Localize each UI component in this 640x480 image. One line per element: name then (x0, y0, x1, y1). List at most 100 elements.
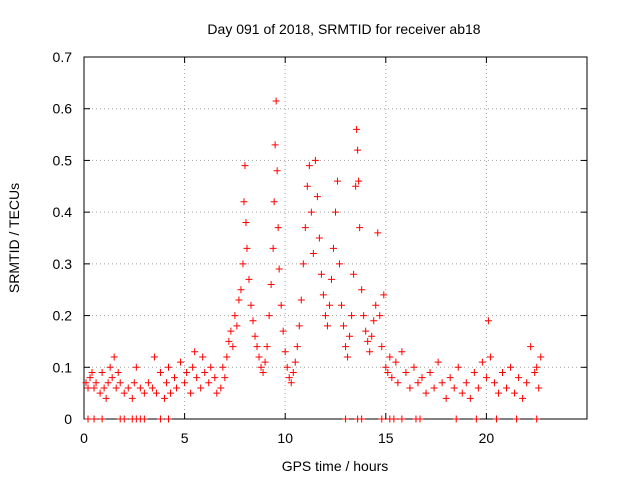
data-point (82, 379, 90, 387)
grid-lines (84, 57, 587, 419)
data-point (255, 353, 263, 361)
plot-frame (83, 56, 588, 420)
data-point (271, 141, 279, 149)
data-point (140, 415, 148, 423)
data-point (360, 312, 368, 320)
data-point (454, 363, 462, 371)
data-point (490, 379, 498, 387)
data-point (90, 415, 98, 423)
x-tick-label: 5 (181, 430, 189, 446)
data-point (478, 358, 486, 366)
data-point (274, 224, 282, 232)
data-point (507, 363, 515, 371)
data-point (470, 368, 478, 376)
x-tick-label: 20 (479, 430, 495, 446)
data-point (120, 389, 128, 397)
data-point (482, 374, 490, 382)
data-point (426, 368, 434, 376)
data-point (390, 415, 398, 423)
data-point (458, 389, 466, 397)
data-point (86, 374, 94, 382)
data-point (325, 301, 333, 309)
x-tick-label: 10 (277, 430, 293, 446)
data-point (353, 125, 361, 133)
data-point (130, 379, 138, 387)
data-point (167, 389, 175, 397)
data-point (128, 394, 136, 402)
data-point (466, 394, 474, 402)
data-point (279, 327, 287, 335)
data-point (416, 415, 424, 423)
data-point (90, 384, 98, 392)
data-point (498, 368, 506, 376)
data-point (245, 275, 253, 283)
data-point (269, 244, 277, 252)
data-point (267, 281, 275, 289)
data-point (283, 363, 291, 371)
data-point (193, 374, 201, 382)
data-point (358, 415, 366, 423)
data-point (108, 374, 116, 382)
data-point (321, 312, 329, 320)
data-point (112, 384, 120, 392)
data-point (332, 208, 339, 216)
data-point (334, 177, 342, 185)
data-point (189, 363, 197, 371)
data-point (438, 379, 446, 387)
data-point (368, 332, 376, 340)
data-point (348, 312, 356, 320)
data-point (422, 389, 430, 397)
data-points (82, 97, 545, 423)
data-point (474, 384, 482, 392)
data-point (418, 374, 426, 382)
data-point (533, 415, 541, 423)
data-point (237, 286, 245, 294)
data-point (344, 353, 352, 361)
data-point (340, 322, 348, 330)
y-tick-label: 0.7 (53, 49, 73, 65)
y-tick-label: 0.4 (53, 204, 73, 220)
data-point (492, 415, 500, 423)
data-point (270, 198, 278, 206)
data-point (229, 343, 237, 351)
data-point (219, 363, 227, 371)
data-point (313, 193, 321, 201)
data-point (533, 363, 541, 371)
data-point (88, 368, 96, 376)
data-point (257, 363, 265, 371)
data-point (472, 415, 480, 423)
y-tick-label: 0.6 (53, 101, 73, 117)
data-point (372, 301, 380, 309)
data-point (355, 177, 363, 185)
data-point (277, 301, 285, 309)
data-point (102, 394, 110, 402)
data-point (323, 322, 331, 330)
y-tick-label: 0.5 (53, 152, 73, 168)
data-point (358, 286, 366, 294)
data-point (305, 162, 313, 170)
x-axis-label: GPS time / hours (282, 458, 389, 474)
axis-ticks: 0 0.1 0.2 0.3 0.4 0.5 0.6 0.7 0 5 10 15 20 (53, 49, 587, 446)
data-point (120, 415, 128, 423)
data-point (410, 363, 418, 371)
data-point (452, 415, 460, 423)
data-point (484, 317, 492, 325)
chart-title: Day 091 of 2018, SRMTID for receiver ab1… (207, 21, 480, 37)
data-point (307, 208, 315, 216)
data-point (462, 379, 470, 387)
data-point (376, 312, 384, 320)
data-point (327, 275, 335, 283)
data-point (350, 270, 358, 278)
data-point (263, 343, 271, 351)
data-point (398, 348, 406, 356)
data-point (394, 379, 402, 387)
data-point (374, 229, 382, 237)
data-point (116, 379, 124, 387)
data-point (434, 358, 442, 366)
data-point (201, 368, 209, 376)
data-point (293, 343, 301, 351)
data-point (183, 368, 191, 376)
data-point (240, 198, 248, 206)
data-point (199, 353, 207, 361)
